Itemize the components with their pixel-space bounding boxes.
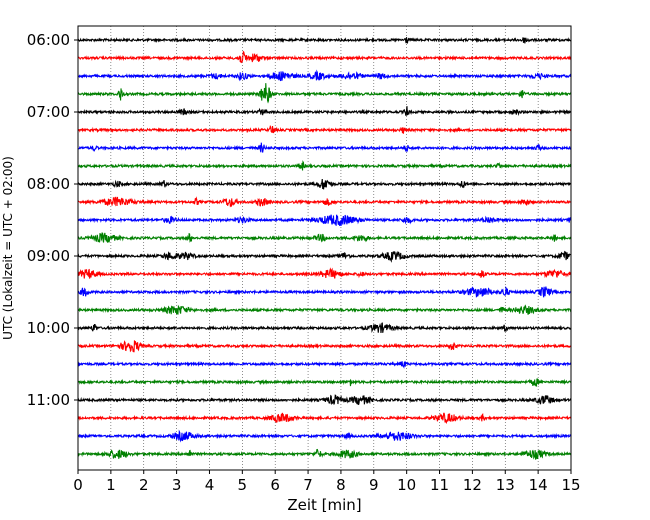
trace-09-15: [77, 267, 572, 279]
trace-06-30: [77, 69, 572, 82]
trace-11-30: [77, 429, 572, 443]
trace-06-45: [77, 83, 572, 104]
trace-10-00: [77, 322, 572, 334]
x-tick-label: 3: [172, 476, 182, 494]
trace-07-30: [77, 142, 572, 153]
trace-10-15: [77, 340, 572, 353]
x-tick-label: 2: [139, 476, 149, 494]
y-axis-label: UTC (Lokalzeit = UTC + 02:00): [1, 156, 15, 340]
x-axis-ticks: 0 1 2 3 4 5 6 7 8 9 10 11 12 13 14 15: [73, 470, 581, 494]
x-tick-label: 12: [463, 476, 482, 494]
x-tick-label: 1: [106, 476, 116, 494]
trace-08-30: [77, 214, 572, 227]
trace-11-45: [77, 448, 572, 460]
x-tick-label: 13: [496, 476, 515, 494]
x-tick-label: 0: [73, 476, 83, 494]
trace-06-00: [77, 36, 572, 44]
y-tick-label: 10:00: [27, 319, 70, 337]
trace-10-30: [77, 360, 572, 369]
trace-lines: [77, 36, 572, 460]
x-tick-label: 14: [529, 476, 548, 494]
x-tick-label: 6: [270, 476, 280, 494]
trace-08-00: [77, 179, 572, 190]
x-tick-label: 5: [238, 476, 248, 494]
trace-11-15: [77, 412, 572, 425]
x-tick-label: 10: [397, 476, 416, 494]
trace-07-45: [77, 160, 572, 171]
x-axis-label: Zeit [min]: [287, 496, 361, 514]
y-tick-label: 08:00: [27, 175, 70, 193]
x-tick-label: 15: [561, 476, 580, 494]
plot-frame: [77, 25, 572, 471]
y-tick-label: 07:00: [27, 103, 70, 121]
trace-10-45: [77, 378, 572, 387]
vertical-gridlines: [110, 26, 539, 470]
x-tick-label: 4: [205, 476, 215, 494]
x-tick-label: 11: [430, 476, 449, 494]
x-tick-label: 7: [303, 476, 313, 494]
trace-07-15: [77, 124, 572, 134]
y-tick-label: 11:00: [27, 391, 70, 409]
trace-06-15: [77, 50, 572, 64]
y-tick-label: 09:00: [27, 247, 70, 265]
trace-11-00: [77, 394, 572, 405]
y-tick-label: 06:00: [27, 31, 70, 49]
x-tick-label: 9: [369, 476, 379, 494]
x-tick-label: 8: [336, 476, 346, 494]
trace-09-45: [77, 304, 572, 315]
trace-08-15: [77, 196, 572, 208]
trace-08-45: [77, 232, 572, 244]
y-axis-ticks: 06:00 07:00 08:00 09:00 10:00 11:00: [27, 31, 78, 409]
trace-09-30: [77, 285, 572, 298]
trace-07-00: [77, 106, 572, 116]
trace-09-00: [77, 250, 572, 263]
